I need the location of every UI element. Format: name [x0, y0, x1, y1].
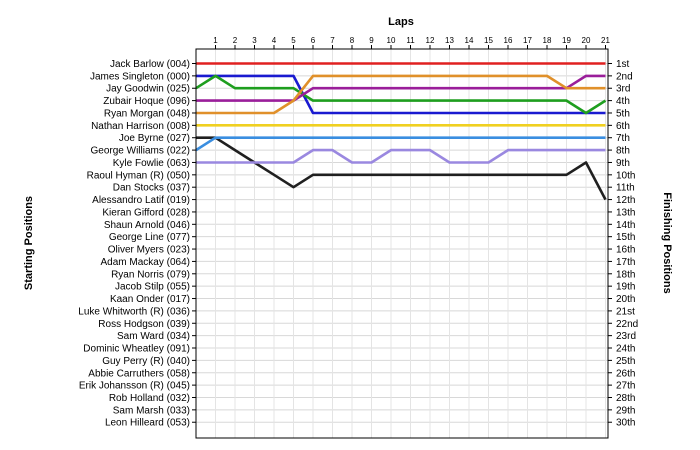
finish-position-label: 13th	[616, 207, 635, 218]
start-position-label: Abbie Carruthers (058)	[88, 368, 190, 379]
x-tick-label: 7	[330, 36, 335, 45]
x-axis-ticks: 1 2 3 4 5 6 7 8 9 10 11 12 13 14 15 16 17 18 19 20 21	[213, 36, 610, 49]
x-tick-label: 1	[213, 36, 218, 45]
series-line	[196, 74, 606, 115]
start-position-label: Sam Ward (034)	[117, 331, 190, 342]
start-position-label: Jay Goodwin (025)	[106, 84, 190, 95]
start-position-label: Kyle Fowlie (063)	[113, 158, 190, 169]
start-position-label: Leon Hilleard (053)	[105, 418, 190, 429]
start-position-label: Kaan Onder (017)	[110, 294, 190, 305]
finish-position-label: 1st	[616, 59, 630, 70]
start-position-label: Rob Holland (032)	[109, 393, 190, 404]
start-position-label: George Williams (022)	[91, 146, 190, 157]
chart-title: Laps	[388, 16, 414, 28]
finish-position-label: 6th	[616, 121, 630, 132]
start-position-label: Sam Marsh (033)	[113, 405, 190, 416]
x-tick-label: 17	[523, 36, 532, 45]
start-position-label: Nathan Harrison (008)	[91, 121, 190, 132]
finish-position-label: 27th	[616, 381, 635, 392]
finish-position-label: 11th	[616, 183, 635, 194]
finish-position-label: 25th	[616, 356, 635, 367]
x-tick-label: 18	[543, 36, 552, 45]
finish-position-label: 26th	[616, 368, 635, 379]
start-position-label: Jack Barlow (004)	[110, 59, 190, 70]
finish-position-label: 8th	[616, 146, 630, 157]
finish-position-label: 17th	[616, 257, 635, 268]
start-position-label: Ryan Morgan (048)	[104, 108, 190, 119]
x-tick-label: 9	[369, 36, 374, 45]
x-tick-label: 13	[445, 36, 454, 45]
start-position-label: James Singleton (000)	[90, 71, 190, 82]
finish-position-label: 21st	[616, 306, 635, 317]
x-tick-label: 4	[272, 36, 277, 45]
start-position-label: Dan Stocks (037)	[113, 183, 190, 194]
start-position-label: Shaun Arnold (046)	[104, 220, 190, 231]
start-position-label: Jacob Stilp (055)	[115, 282, 190, 293]
x-tick-label: 21	[601, 36, 610, 45]
series-line	[196, 74, 606, 115]
series-line	[195, 74, 607, 115]
finish-position-label: 30th	[616, 418, 635, 429]
y-axis-right-label: Finishing Positions	[661, 192, 673, 293]
finish-position-label: 22nd	[616, 319, 638, 330]
x-tick-label: 15	[484, 36, 493, 45]
x-tick-label: 14	[465, 36, 474, 45]
finish-position-label: 2nd	[616, 71, 633, 82]
finish-position-label: 23rd	[616, 331, 636, 342]
finish-position-label: 29th	[616, 405, 635, 416]
finish-position-label: 14th	[616, 220, 635, 231]
start-position-label: Alessandro Latif (019)	[92, 195, 190, 206]
x-tick-label: 6	[311, 36, 316, 45]
start-position-label: Guy Perry (R) (040)	[102, 356, 190, 367]
x-tick-label: 16	[504, 36, 513, 45]
start-position-label: Joe Byrne (027)	[119, 133, 190, 144]
finish-position-label: 19th	[616, 282, 635, 293]
series-layer	[195, 62, 607, 201]
series-line	[196, 136, 607, 201]
start-position-label: George Line (077)	[109, 232, 190, 243]
x-tick-label: 12	[426, 36, 435, 45]
x-tick-label: 19	[562, 36, 571, 45]
start-position-label: Oliver Myers (023)	[108, 245, 190, 256]
x-tick-label: 2	[233, 36, 238, 45]
start-position-label: Ross Hodgson (039)	[98, 319, 190, 330]
finish-position-label: 10th	[616, 170, 635, 181]
finish-position-label: 16th	[616, 245, 635, 256]
finish-position-label: 7th	[616, 133, 630, 144]
finish-position-label: 9th	[616, 158, 630, 169]
x-tick-label: 11	[406, 36, 415, 45]
start-position-label: Luke Whitworth (R) (036)	[78, 306, 190, 317]
series-line	[196, 74, 606, 102]
x-tick-label: 8	[350, 36, 355, 45]
finish-position-label: 3rd	[616, 84, 630, 95]
start-position-label: Dominic Wheatley (091)	[83, 344, 190, 355]
x-tick-label: 3	[252, 36, 257, 45]
x-tick-label: 20	[582, 36, 591, 45]
start-position-label: Zubair Hoque (096)	[103, 96, 190, 107]
finish-position-label: 15th	[616, 232, 635, 243]
start-position-label: Adam Mackay (064)	[101, 257, 190, 268]
finish-position-label: 20th	[616, 294, 635, 305]
finish-position-label: 12th	[616, 195, 635, 206]
finish-position-label: 5th	[616, 108, 630, 119]
finishing-position-labels: 1st2nd3rd4th5th6th7th8th9th10th11th12th1…	[608, 59, 638, 429]
finish-position-label: 4th	[616, 96, 630, 107]
x-tick-label: 5	[291, 36, 296, 45]
start-position-label: Erik Johansson (R) (045)	[79, 381, 190, 392]
start-position-label: Ryan Norris (079)	[111, 269, 190, 280]
y-axis-left-label: Starting Positions	[23, 196, 35, 290]
finish-position-label: 24th	[616, 344, 635, 355]
start-position-label: Raoul Hyman (R) (050)	[87, 170, 190, 181]
x-tick-label: 10	[387, 36, 396, 45]
start-position-label: Kieran Gifford (028)	[102, 207, 190, 218]
plot-frame	[195, 48, 609, 439]
finish-position-label: 28th	[616, 393, 635, 404]
finish-position-label: 18th	[616, 269, 635, 280]
series-line	[196, 148, 606, 164]
series-line	[195, 136, 606, 152]
starting-position-labels: Jack Barlow (004)James Singleton (000) Ja…	[78, 59, 196, 429]
